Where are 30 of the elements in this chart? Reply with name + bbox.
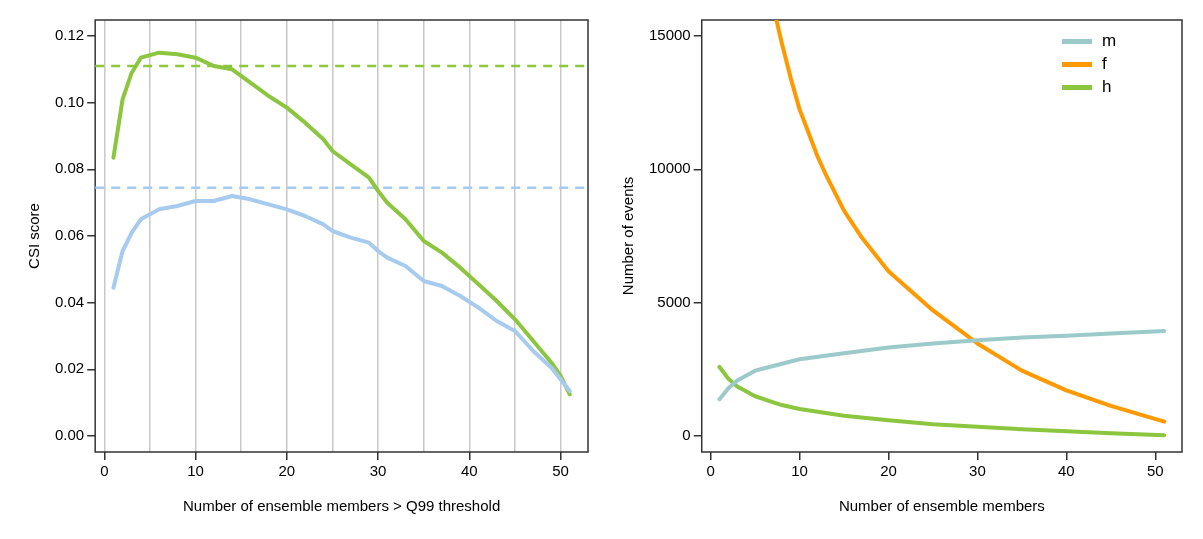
legend-label: m — [1102, 31, 1117, 51]
y-tick-label: 0.08 — [54, 159, 85, 177]
y-tick-label: 0.02 — [54, 359, 85, 377]
legend-label: f — [1102, 54, 1107, 74]
x-tick-label: 50 — [552, 462, 569, 480]
x-tick-label: 30 — [969, 462, 986, 480]
y-tick-label: 0.00 — [54, 426, 85, 444]
x-tick-label: 20 — [880, 462, 897, 480]
y-axis-title: Number of events — [619, 176, 637, 296]
y-axis-title: CSI score — [25, 203, 43, 269]
x-tick-label: 10 — [791, 462, 808, 480]
x-axis-title: Number of ensemble members — [838, 497, 1045, 515]
x-tick-label: 40 — [1058, 462, 1075, 480]
y-tick-label: 10000 — [648, 159, 691, 177]
y-tick-label: 0 — [682, 426, 691, 444]
y-tick-label: 0.06 — [54, 226, 85, 244]
x-tick-label: 40 — [461, 462, 478, 480]
x-tick-label: 0 — [706, 462, 715, 480]
x-axis-title: Number of ensemble members > Q99 threshold — [182, 497, 501, 515]
y-tick-label: 0.12 — [54, 26, 85, 44]
x-tick-label: 30 — [369, 462, 387, 480]
x-tick-label: 20 — [278, 462, 296, 480]
legend-label: h — [1102, 77, 1112, 97]
y-tick-label: 5000 — [657, 292, 691, 310]
x-tick-label: 10 — [187, 462, 204, 480]
x-tick-label: 0 — [100, 462, 109, 480]
x-tick-label: 50 — [1146, 462, 1164, 480]
y-tick-label: 15000 — [648, 26, 691, 44]
y-tick-label: 0.04 — [54, 292, 85, 310]
y-tick-label: 0.10 — [54, 92, 85, 110]
